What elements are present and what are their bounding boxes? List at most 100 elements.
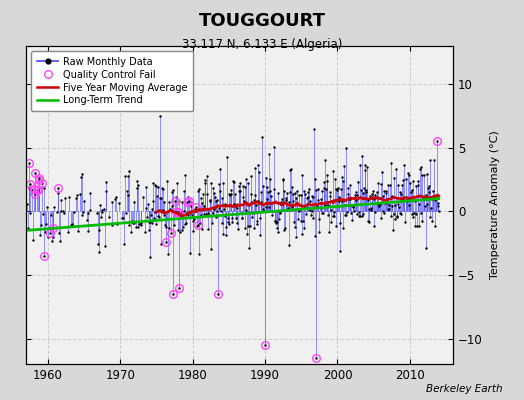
- Point: [129, 220, 137, 226]
- Point: [129, 199, 138, 206]
- Point: [395, 204, 403, 210]
- Point: [185, 210, 194, 216]
- Point: [336, 220, 344, 226]
- Point: [260, 201, 269, 208]
- Point: [141, 229, 149, 236]
- Point: [434, 202, 442, 209]
- Point: [243, 222, 252, 229]
- Point: [400, 162, 408, 168]
- Point: [281, 225, 289, 232]
- Point: [334, 193, 343, 200]
- Point: [101, 243, 110, 249]
- Point: [107, 199, 116, 205]
- Point: [59, 208, 67, 214]
- Point: [368, 195, 376, 202]
- Point: [360, 185, 368, 192]
- Point: [171, 212, 179, 218]
- Point: [79, 198, 88, 204]
- Point: [283, 190, 291, 196]
- Point: [389, 175, 398, 181]
- Point: [180, 208, 189, 214]
- Point: [429, 193, 437, 199]
- Point: [39, 211, 47, 218]
- Point: [37, 222, 45, 228]
- Point: [428, 217, 436, 224]
- Point: [70, 208, 78, 215]
- Point: [328, 198, 336, 205]
- Point: [412, 182, 421, 189]
- Point: [181, 171, 189, 178]
- Point: [199, 203, 208, 209]
- Point: [172, 208, 181, 215]
- Point: [165, 198, 173, 205]
- Point: [211, 194, 219, 200]
- Point: [315, 216, 323, 222]
- Point: [147, 212, 155, 218]
- Point: [271, 218, 279, 224]
- Point: [249, 210, 257, 216]
- Point: [95, 227, 103, 233]
- Point: [433, 200, 442, 206]
- Point: [372, 200, 380, 206]
- Point: [270, 218, 279, 224]
- Point: [303, 205, 311, 211]
- Point: [327, 207, 335, 213]
- Point: [203, 172, 211, 179]
- Point: [137, 222, 146, 228]
- Point: [145, 227, 154, 234]
- Point: [47, 212, 55, 218]
- Point: [282, 207, 291, 214]
- Point: [166, 205, 174, 212]
- Point: [372, 209, 380, 215]
- Point: [254, 162, 262, 168]
- Point: [263, 196, 271, 202]
- Point: [115, 200, 123, 206]
- Point: [157, 241, 165, 247]
- Point: [83, 217, 91, 223]
- Point: [221, 201, 230, 207]
- Point: [380, 210, 388, 216]
- Point: [246, 173, 255, 180]
- Point: [246, 222, 254, 229]
- Point: [365, 219, 374, 226]
- Point: [94, 240, 102, 247]
- Point: [268, 212, 277, 219]
- Point: [341, 212, 350, 218]
- Point: [250, 225, 258, 231]
- Point: [287, 166, 295, 172]
- Point: [370, 195, 378, 202]
- Point: [273, 225, 281, 231]
- Point: [288, 184, 297, 190]
- Point: [151, 183, 160, 190]
- Point: [65, 194, 73, 200]
- Point: [74, 227, 82, 234]
- Point: [192, 203, 201, 210]
- Point: [177, 213, 185, 219]
- Point: [414, 177, 422, 184]
- Point: [219, 230, 227, 237]
- Point: [174, 284, 183, 291]
- Point: [147, 220, 156, 226]
- Point: [216, 166, 225, 172]
- Point: [237, 210, 245, 216]
- Point: [233, 220, 241, 226]
- Point: [71, 195, 80, 202]
- Point: [217, 220, 226, 226]
- Point: [260, 208, 268, 214]
- Point: [223, 215, 232, 221]
- Point: [124, 192, 133, 198]
- Point: [255, 232, 264, 238]
- Point: [198, 226, 206, 232]
- Point: [309, 215, 318, 222]
- Point: [379, 208, 387, 214]
- Point: [298, 230, 307, 237]
- Point: [406, 196, 414, 202]
- Point: [407, 189, 415, 195]
- Point: [220, 205, 228, 212]
- Point: [112, 194, 121, 200]
- Point: [302, 194, 311, 201]
- Point: [419, 194, 427, 200]
- Point: [368, 190, 377, 197]
- Point: [208, 220, 216, 226]
- Point: [427, 205, 435, 211]
